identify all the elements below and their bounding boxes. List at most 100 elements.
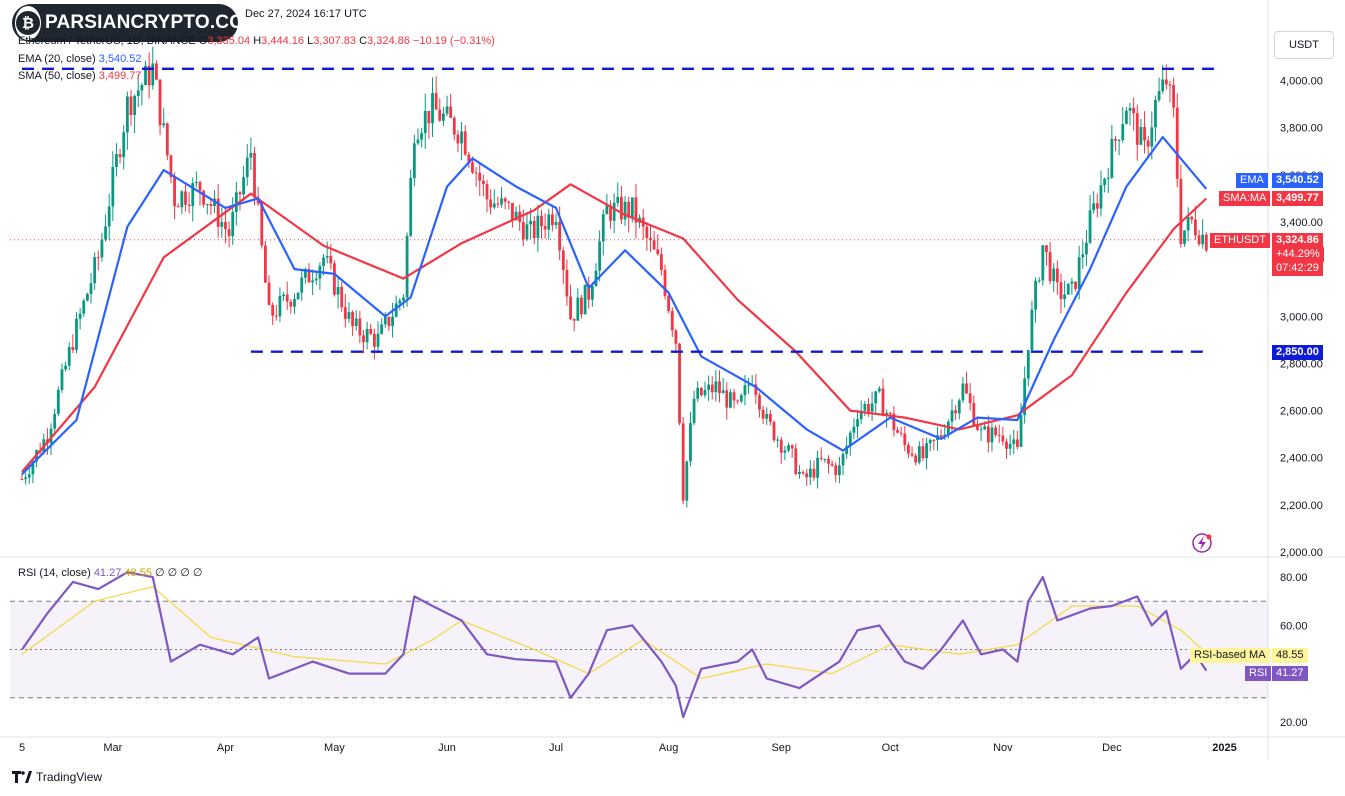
time-tick-label: Mar [103, 742, 122, 754]
candle-body [783, 450, 787, 453]
candle-body [994, 427, 997, 435]
tradingview-label: TradingView [36, 770, 103, 784]
candle-body [812, 468, 816, 478]
candle-body [1081, 254, 1085, 258]
candle-body [322, 257, 325, 266]
candle-body [758, 395, 761, 410]
candle-body [1034, 280, 1037, 310]
close-label: C [359, 35, 368, 47]
candle-body [293, 299, 296, 307]
symbol-axis-tag: ETHUSDT [1210, 233, 1270, 248]
candle-body [645, 226, 649, 238]
candle-body [122, 132, 126, 158]
low-value: 3,307.83 [313, 35, 357, 47]
candle-body [1154, 99, 1157, 128]
candle-body [1103, 178, 1106, 186]
candle-body [609, 205, 612, 221]
candle-body [227, 229, 231, 237]
candle-body [950, 410, 954, 422]
candle-body [85, 293, 89, 301]
candle-body [398, 300, 402, 304]
symbol-name[interactable]: Ethereum / TetherUS, 1D, BINANCE [18, 35, 196, 47]
candle-body [1121, 124, 1125, 141]
candle-body [823, 458, 827, 460]
candle-body [580, 297, 583, 315]
candle-body [78, 313, 82, 319]
candle-body [1168, 84, 1172, 86]
price-tick-label: 2,800.00 [1280, 358, 1323, 370]
candle-body [463, 131, 467, 155]
candle-body [427, 110, 431, 124]
candle-body [165, 123, 169, 156]
candle-body [961, 383, 965, 401]
candle-body [561, 250, 565, 270]
candle-body [841, 453, 845, 466]
level-axis-value: 2,850.00 [1272, 345, 1323, 360]
candle-body [129, 96, 133, 116]
candle-body [1175, 107, 1179, 179]
price-tick-label: 3,000.00 [1280, 311, 1323, 323]
time-tick-label: Nov [993, 742, 1013, 754]
candle-body [144, 65, 147, 85]
candle-body [670, 310, 674, 331]
candle-body [423, 110, 427, 134]
candle-body [696, 387, 700, 399]
candle-body [173, 177, 176, 207]
rsi-background-band [10, 601, 1268, 698]
candle-body [507, 201, 511, 203]
candle-body [496, 203, 500, 205]
candle-body [1172, 85, 1176, 108]
candle-body [601, 214, 605, 242]
candle-body [394, 303, 398, 317]
candle-body [532, 220, 536, 238]
candle-body [249, 152, 253, 158]
candle-body [667, 295, 671, 311]
candle-body [1052, 268, 1056, 282]
ema-axis-tag: EMA [1236, 173, 1268, 188]
candle-body [612, 202, 616, 221]
price-tick-label: 3,800.00 [1280, 123, 1323, 135]
rsi-legend[interactable]: RSI (14, close) 41.27 48.55 ∅ ∅ ∅ ∅ [18, 566, 203, 579]
header-date: Dec 27, 2024 16:17 UTC [245, 8, 367, 20]
candle-body [565, 269, 569, 297]
news-flash-icon [1192, 533, 1212, 553]
candle-body [1005, 441, 1008, 449]
candle-body [271, 304, 275, 316]
candle-body [914, 455, 918, 463]
candle-body [1197, 235, 1201, 245]
candle-body [827, 458, 830, 464]
candle-body [983, 426, 987, 430]
candle-body [1045, 245, 1048, 253]
candle-body [986, 426, 990, 443]
rsi-legend-extra: ∅ ∅ ∅ ∅ [155, 567, 203, 579]
currency-selector[interactable]: USDT [1274, 31, 1334, 59]
candle-body [674, 330, 678, 344]
candle-body [311, 280, 315, 283]
sma-axis-value: 3,499.77 [1272, 191, 1323, 206]
close-value: 3,324.86 [367, 35, 410, 47]
candle-body [692, 398, 696, 424]
tradingview-brand[interactable]: TradingView [12, 770, 102, 784]
candle-body [681, 423, 685, 501]
sma-legend[interactable]: SMA (50, close) 3,499.77 [18, 70, 142, 82]
candle-body [569, 296, 572, 319]
time-tick-label: 5 [19, 742, 25, 754]
candle-body [485, 183, 489, 200]
candle-body [1161, 79, 1165, 92]
candle-body [1095, 203, 1099, 209]
candle-body [845, 445, 849, 454]
candle-body [714, 381, 718, 393]
ema-legend[interactable]: EMA (20, close) 3,540.52 [18, 53, 142, 65]
candle-body [1117, 140, 1121, 142]
candle-body [169, 155, 173, 178]
candle-body [343, 307, 347, 319]
rsi-ma-axis-value: 48.55 [1272, 648, 1308, 663]
candle-body [340, 286, 344, 308]
candle-body [278, 295, 282, 317]
candle-body [1179, 178, 1183, 244]
ema20-line [21, 136, 1208, 475]
candle-body [503, 198, 507, 202]
candle-body [598, 241, 602, 271]
candle-body [954, 410, 958, 414]
